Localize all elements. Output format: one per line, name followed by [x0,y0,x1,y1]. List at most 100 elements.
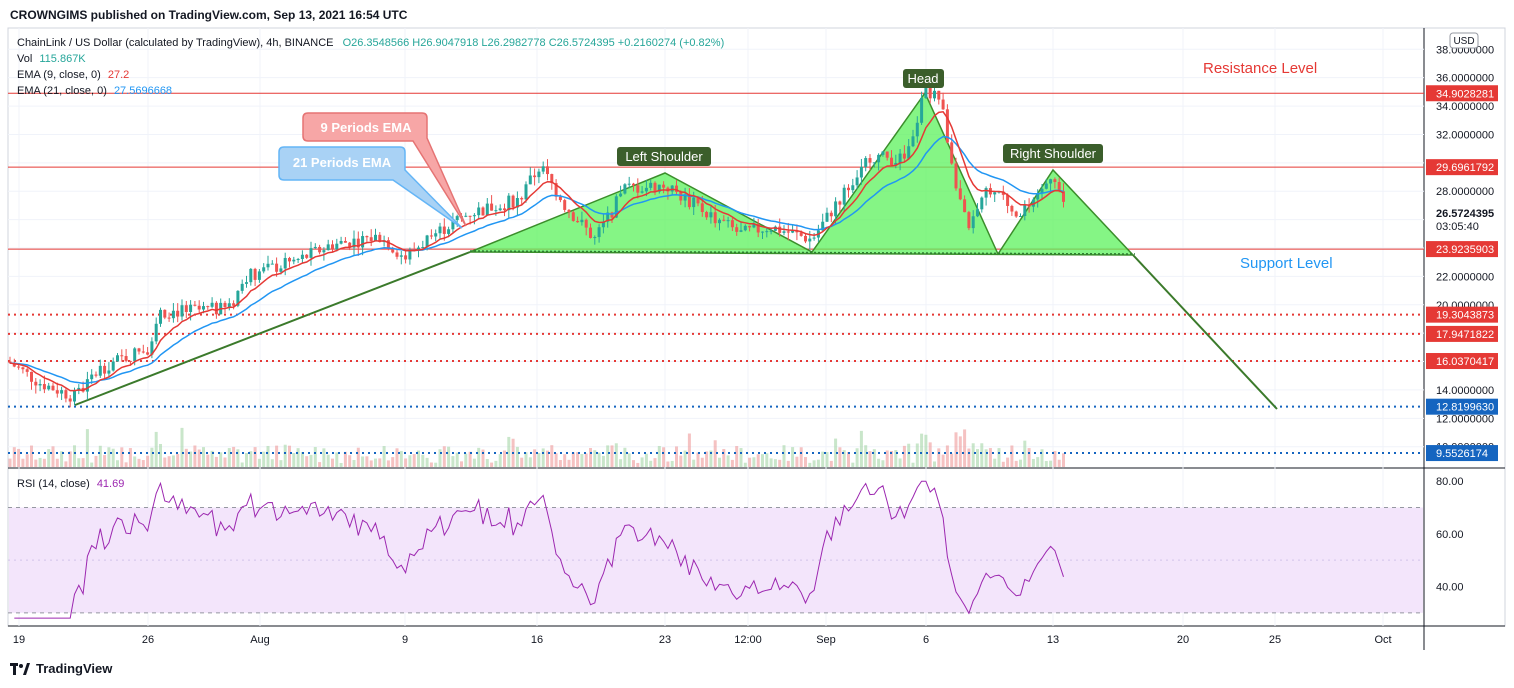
candle-body [296,258,300,260]
time-tick-label: 23 [659,634,671,646]
price-level-label: 9.5526174 [1436,448,1488,460]
price-level-badge [1426,306,1498,323]
volume-bar [227,448,231,467]
legend-ema21-label[interactable]: EMA (21, close, 0) [17,85,107,97]
candle-body [640,191,644,193]
candle-body [159,309,162,324]
legend-vol-label[interactable]: Vol [17,53,33,65]
volume-bar [47,449,51,467]
candle-body [68,398,72,402]
candle-body [584,219,588,228]
candle-body [17,366,21,368]
volume-bar [365,456,369,467]
volume-bar [8,458,12,467]
legend-ema9-value: 27.2 [107,69,130,81]
volume-bar [77,458,81,467]
price-tick-label: 36.0000000 [1436,73,1494,85]
candle-body [223,302,227,307]
volume-bar [163,457,167,467]
right-shoulder-label: Right Shoulder [1003,144,1103,163]
volume-bar [997,448,1001,467]
price-tick-label: 14.0000000 [1436,385,1494,397]
volume-bar [773,459,777,467]
candle-body [808,238,812,242]
candle-body [1062,191,1065,202]
volume-bar [339,462,343,467]
ema9-line [9,110,1064,392]
candle-body [202,306,205,310]
volume-bar [68,451,72,467]
volume-bar [872,449,876,467]
candle-body [606,212,610,222]
candle-body [361,236,365,248]
candle-body [395,252,399,257]
volume-bar [1036,457,1040,467]
volume-bar [73,445,76,467]
candle-body [494,210,498,212]
candle-body [941,99,945,110]
volume-bar [795,456,799,467]
svg-text:Right Shoulder: Right Shoulder [1010,146,1097,161]
candle-body [834,201,838,217]
volume-bar [812,460,816,467]
candle-body [421,247,425,249]
candle-body [902,153,906,159]
candle-body [945,109,949,143]
volume-bar [1053,451,1057,467]
volume-bar [713,440,717,467]
candle-body [253,268,257,280]
legend-ema9-label[interactable]: EMA (9, close, 0) [17,69,101,81]
candle-body [696,197,700,204]
volume-bar [644,453,648,467]
volume-bar [107,447,111,467]
volume-bar [141,460,145,467]
volume-bar [950,453,954,467]
volume-bar [730,459,734,467]
volume-bar [769,458,773,467]
candle-body [520,198,524,200]
candle-body [1019,215,1022,217]
candle-body [464,215,468,217]
footer-brand[interactable]: TradingView [10,661,112,676]
candle-body [687,194,691,208]
candle-body [864,158,868,167]
candle-body [924,86,928,99]
volume-bar [111,448,115,467]
volume-bar [313,447,317,467]
volume-bar [275,445,279,467]
volume-bar [683,450,687,467]
candle-body [761,231,764,233]
legend-symbol[interactable]: ChainLink / US Dollar (calculated by Tra… [17,37,334,49]
volume-bar [335,452,339,467]
time-tick-label: 25 [1269,634,1281,646]
candle-body [967,212,971,229]
volume-bar [262,451,266,467]
volume-bar [374,458,377,467]
candle-body [322,250,326,253]
candle-body [713,212,717,224]
candle-body [954,163,958,189]
candle-body [649,182,653,188]
rsi-tick-label: 80.00 [1436,476,1464,488]
volume-bar [326,454,330,467]
volume-bar [245,453,248,467]
candle-body [627,183,631,185]
volume-bar [584,453,588,467]
price-level-label: 12.8199630 [1436,402,1494,414]
volume-bar [266,445,270,467]
volume-bar [309,454,313,467]
volume-bar [30,445,33,467]
volume-bar [636,462,640,467]
candle-body [283,257,287,269]
candle-body [490,203,494,211]
candle-body [571,212,575,221]
candle-body [111,361,115,371]
projection-line [1132,254,1278,410]
candle-body [1023,204,1027,216]
rsi-label[interactable]: RSI (14, close) [17,478,90,490]
candle-body [133,348,137,362]
candle-body [245,282,248,284]
volume-bar [829,460,833,467]
currency-badge[interactable] [1449,32,1479,49]
